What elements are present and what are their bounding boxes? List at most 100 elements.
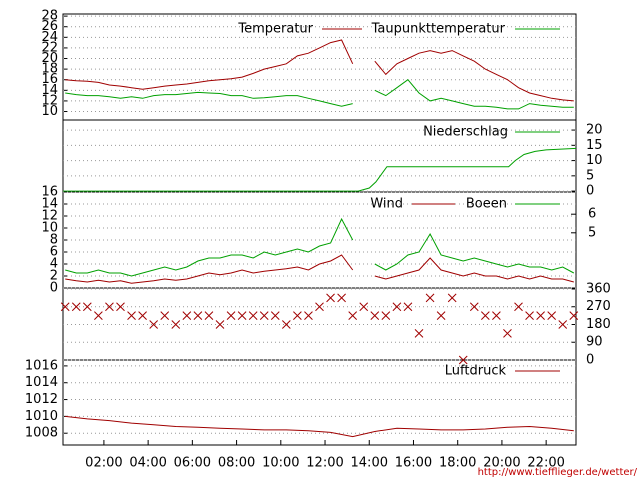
direction-point — [182, 311, 192, 320]
series-line — [65, 39, 574, 102]
direction-point — [116, 302, 125, 312]
y-tick-label: 270 — [586, 299, 611, 314]
y-tick-label: 14 — [41, 83, 58, 98]
direction-point — [547, 311, 557, 320]
direction-point — [425, 293, 435, 303]
legend-label: Boeen — [466, 197, 507, 212]
direction-point — [248, 311, 258, 320]
y-tick-label: 15 — [586, 138, 603, 153]
direction-point — [359, 302, 369, 312]
direction-point — [414, 329, 424, 338]
direction-point — [492, 311, 501, 320]
y-tick-label: 6 — [50, 245, 58, 260]
y2-tick-label: 6 — [588, 207, 596, 222]
y-tick-label: 12 — [41, 93, 58, 108]
direction-point — [149, 320, 159, 329]
series-line — [65, 254, 574, 284]
direction-point — [514, 302, 523, 312]
direction-point — [71, 302, 81, 312]
y-tick-label: 12 — [41, 209, 58, 224]
y-tick-label: 1010 — [25, 409, 58, 424]
direction-point — [60, 302, 70, 312]
x-tick-label: 02:00 — [85, 456, 122, 471]
direction-point — [94, 311, 103, 320]
legend-label: Taupunkttemperatur — [371, 22, 506, 37]
direction-point — [127, 311, 136, 320]
direction-point — [469, 302, 479, 312]
direction-point — [259, 311, 269, 320]
x-tick-label: 06:00 — [174, 456, 211, 471]
series-line — [65, 415, 574, 438]
y-tick-label: 0 — [50, 281, 58, 296]
direction-point — [403, 302, 413, 312]
series-line — [65, 79, 574, 110]
y-tick-label: 20 — [586, 123, 603, 138]
direction-point — [558, 320, 568, 329]
y-tick-label: 4 — [50, 257, 58, 272]
direction-point — [480, 311, 490, 320]
direction-point — [326, 293, 335, 303]
direction-point — [304, 311, 313, 320]
x-tick-label: 18:00 — [439, 456, 476, 471]
x-tick-label: 20:00 — [483, 456, 520, 471]
series-line — [65, 217, 575, 277]
direction-point — [370, 311, 380, 320]
legend-label: Luftdruck — [445, 364, 507, 379]
y-tick-label: 26 — [41, 19, 58, 34]
direction-point — [536, 311, 545, 320]
direction-point — [436, 311, 446, 320]
x-tick-label: 04:00 — [129, 456, 166, 471]
y-tick-label: 24 — [41, 30, 58, 45]
y-tick-label: 1016 — [25, 358, 58, 373]
y-tick-label: 360 — [586, 281, 611, 296]
direction-point — [270, 311, 280, 320]
direction-point — [171, 320, 181, 329]
legend-label: Wind — [370, 197, 403, 212]
direction-point — [337, 293, 346, 303]
y-tick-label: 22 — [41, 40, 58, 55]
y-tick-label: 18 — [41, 62, 58, 77]
direction-point — [447, 293, 457, 303]
series-line — [63, 147, 577, 192]
y-tick-label: 90 — [586, 335, 603, 350]
direction-point — [281, 320, 291, 329]
direction-point — [237, 311, 247, 320]
direction-point — [293, 311, 302, 320]
y-tick-label: 10 — [41, 104, 58, 119]
direction-point — [226, 311, 236, 320]
legend-label: Temperatur — [237, 22, 313, 37]
direction-point — [381, 311, 391, 320]
y-tick-label: 1014 — [25, 375, 58, 390]
direction-point — [315, 302, 324, 312]
y-tick-label: 14 — [41, 197, 58, 212]
direction-point — [105, 302, 114, 312]
y-tick-label: 10 — [41, 221, 58, 236]
legend-label: Niederschlag — [423, 125, 508, 140]
direction-point — [392, 302, 402, 312]
direction-point — [193, 311, 203, 320]
y-tick-label: 16 — [41, 185, 58, 200]
y-tick-label: 8 — [50, 233, 58, 248]
plot-frame — [62, 13, 577, 446]
y-tick-label: 2 — [50, 269, 58, 284]
direction-point — [458, 355, 468, 365]
x-tick-label: 14:00 — [351, 456, 388, 471]
y-tick-label: 5 — [586, 168, 594, 183]
direction-point — [160, 311, 170, 320]
y-tick-label: 10 — [586, 153, 603, 168]
x-tick-label: 22:00 — [527, 456, 564, 471]
direction-point — [569, 311, 579, 320]
y-tick-label: 1008 — [25, 426, 58, 441]
y-tick-label: 0 — [586, 353, 594, 368]
x-tick-label: 08:00 — [218, 456, 255, 471]
y-tick-label: 180 — [586, 317, 611, 332]
x-tick-label: 10:00 — [262, 456, 299, 471]
direction-point — [82, 302, 92, 312]
y-tick-label: 20 — [41, 51, 58, 66]
y-tick-label: 16 — [41, 72, 58, 87]
direction-point — [138, 311, 147, 320]
direction-point — [348, 311, 358, 320]
x-tick-label: 12:00 — [306, 456, 343, 471]
y2-tick-label: 5 — [588, 225, 596, 240]
